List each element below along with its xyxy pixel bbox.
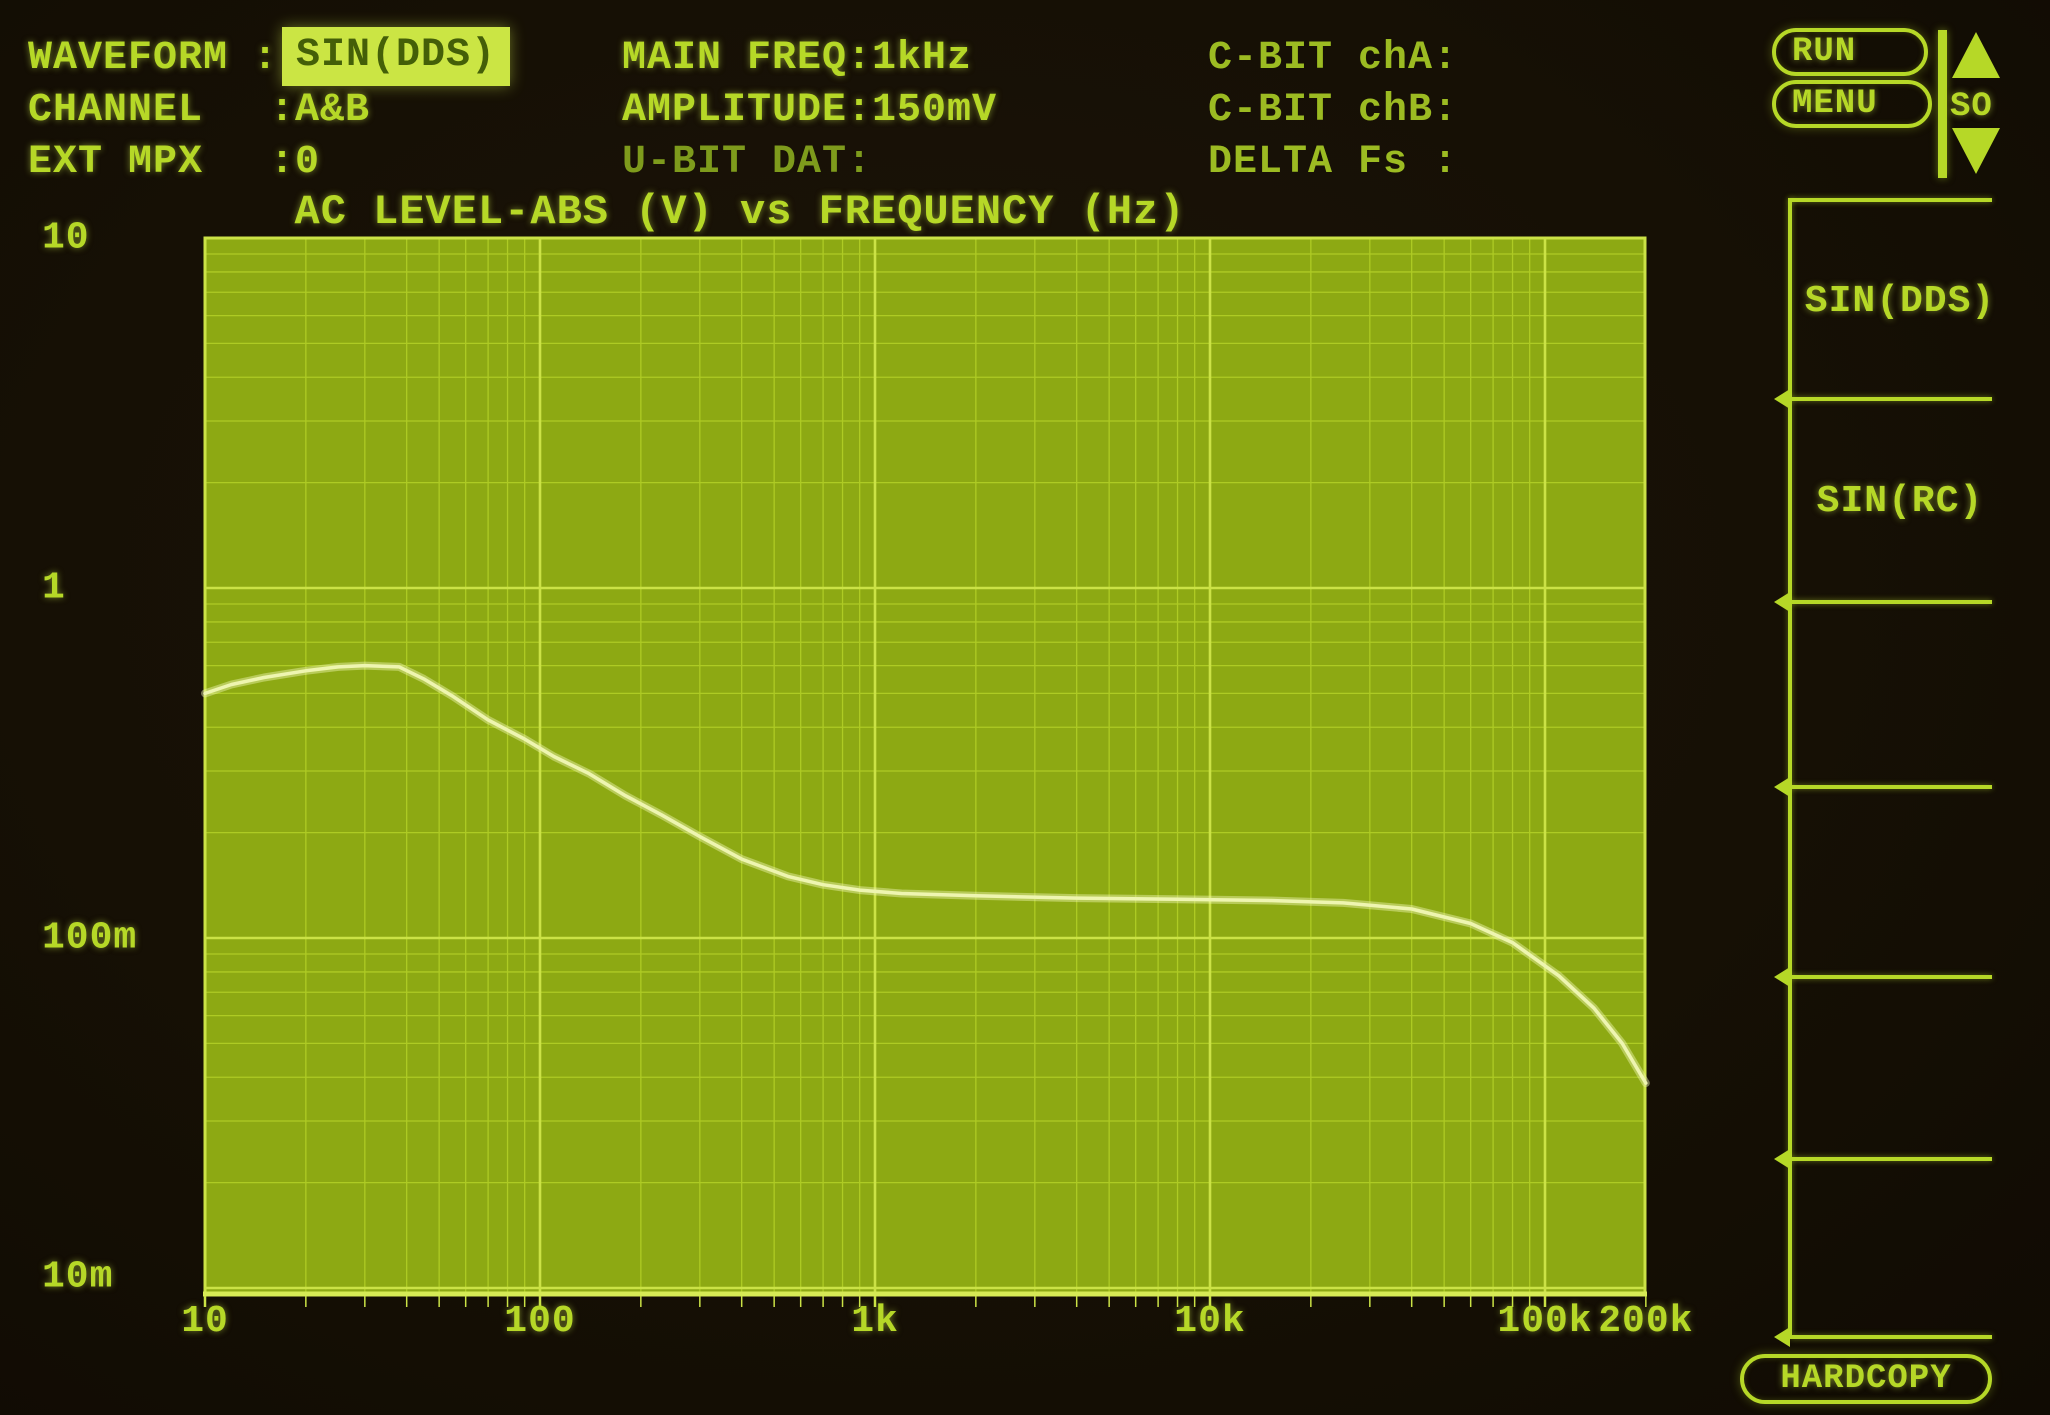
softkey-divider-arrow-icon xyxy=(1774,592,1790,612)
softkey-divider xyxy=(1790,198,1992,202)
delta-fs-field: DELTA Fs : xyxy=(1208,140,1459,185)
scroll-up-icon[interactable] xyxy=(1952,32,2000,78)
response-curve xyxy=(203,663,1648,1085)
hardcopy-button-label: HARDCOPY xyxy=(1780,1360,1952,1398)
y-tick-10m: 10m xyxy=(42,1255,114,1299)
plot-background xyxy=(205,238,1645,1293)
softkey-rail xyxy=(1788,198,1792,1335)
softkey-divider xyxy=(1790,397,1992,401)
softkey-divider-arrow-icon xyxy=(1774,1327,1790,1347)
u-bit-dat-field: U-BIT DAT: xyxy=(622,140,873,185)
softkey-sin-dds[interactable]: SIN(DDS) xyxy=(1804,280,1996,323)
x-tick-10k: 10k xyxy=(1174,1300,1246,1343)
softkey-divider xyxy=(1790,1335,1992,1339)
hardcopy-button[interactable]: HARDCOPY xyxy=(1740,1354,1992,1404)
softkey-divider xyxy=(1790,785,1992,789)
softkey-divider xyxy=(1790,975,1992,979)
main-freq-field: MAIN FREQ:1kHz xyxy=(622,36,973,81)
c-bit-chb-field: C-BIT chB: xyxy=(1208,88,1459,133)
y-tick-1: 1 xyxy=(42,566,66,610)
ext-mpx-label: EXT MPX xyxy=(28,140,204,185)
scroll-position-label: SO xyxy=(1950,88,1993,126)
x-tick-10: 10 xyxy=(181,1300,229,1343)
menu-button-label: MENU xyxy=(1792,85,1878,123)
scroll-bar[interactable] xyxy=(1938,30,1947,178)
softkey-divider-arrow-icon xyxy=(1774,777,1790,797)
waveform-value-field[interactable]: SIN(DDS) xyxy=(282,27,511,86)
softkey-divider xyxy=(1790,1157,1992,1161)
x-tick-1k: 1k xyxy=(851,1300,899,1343)
x-tick-100: 100 xyxy=(504,1300,576,1343)
softkey-sin-rc[interactable]: SIN(RC) xyxy=(1816,480,1984,523)
menu-button[interactable]: MENU xyxy=(1772,80,1932,128)
softkey-divider-arrow-icon xyxy=(1774,389,1790,409)
x-tick-100k: 100k xyxy=(1497,1300,1593,1343)
y-tick-10: 10 xyxy=(42,216,90,260)
waveform-label: WAVEFORM : xyxy=(28,36,279,81)
scroll-down-icon[interactable] xyxy=(1952,128,2000,174)
amplitude-field: AMPLITUDE:150mV xyxy=(622,88,998,133)
y-tick-100m: 100m xyxy=(42,916,138,960)
channel-label: CHANNEL xyxy=(28,88,204,133)
c-bit-cha-field: C-BIT chA: xyxy=(1208,36,1459,81)
run-button-label: RUN xyxy=(1792,33,1857,71)
softkey-divider xyxy=(1790,600,1992,604)
ext-mpx-value[interactable]: :0 xyxy=(270,140,321,185)
channel-value[interactable]: :A&B xyxy=(270,88,371,133)
run-button[interactable]: RUN xyxy=(1772,28,1928,76)
softkey-divider-arrow-icon xyxy=(1774,967,1790,987)
softkey-divider-arrow-icon xyxy=(1774,1149,1790,1169)
chart-title: AC LEVEL-ABS (V) vs FREQUENCY (Hz) xyxy=(294,188,1186,236)
x-tick-200k: 200k xyxy=(1598,1300,1694,1343)
